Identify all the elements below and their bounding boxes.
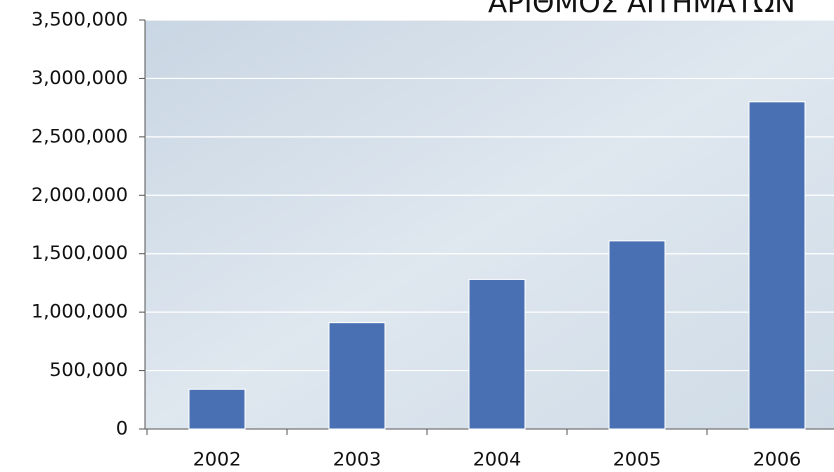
bar — [328, 322, 386, 430]
y-tick-label: 3,500,000 — [31, 9, 128, 31]
bar — [188, 388, 246, 430]
x-tick-label: 2002 — [193, 449, 241, 471]
x-tick-label: 2003 — [333, 449, 381, 471]
bar — [748, 101, 806, 430]
x-tick-label: 2005 — [613, 449, 661, 471]
x-tick-label: 2006 — [753, 449, 801, 471]
y-tick-label: 0 — [116, 418, 128, 440]
y-tick-label: 1,000,000 — [31, 301, 128, 323]
chart-title: ΑΡΙΘΜΟΣ ΑΙΤΗΜΑΤΩΝ — [488, 0, 795, 19]
y-tick-label: 1,500,000 — [31, 242, 128, 264]
x-tick-label: 2004 — [473, 449, 521, 471]
y-tick-label: 2,500,000 — [31, 125, 128, 147]
y-tick-label: 2,000,000 — [31, 184, 128, 206]
y-tick-label: 3,000,000 — [31, 67, 128, 89]
bar — [608, 240, 666, 430]
y-tick-label: 500,000 — [49, 359, 128, 381]
bar — [468, 278, 526, 430]
